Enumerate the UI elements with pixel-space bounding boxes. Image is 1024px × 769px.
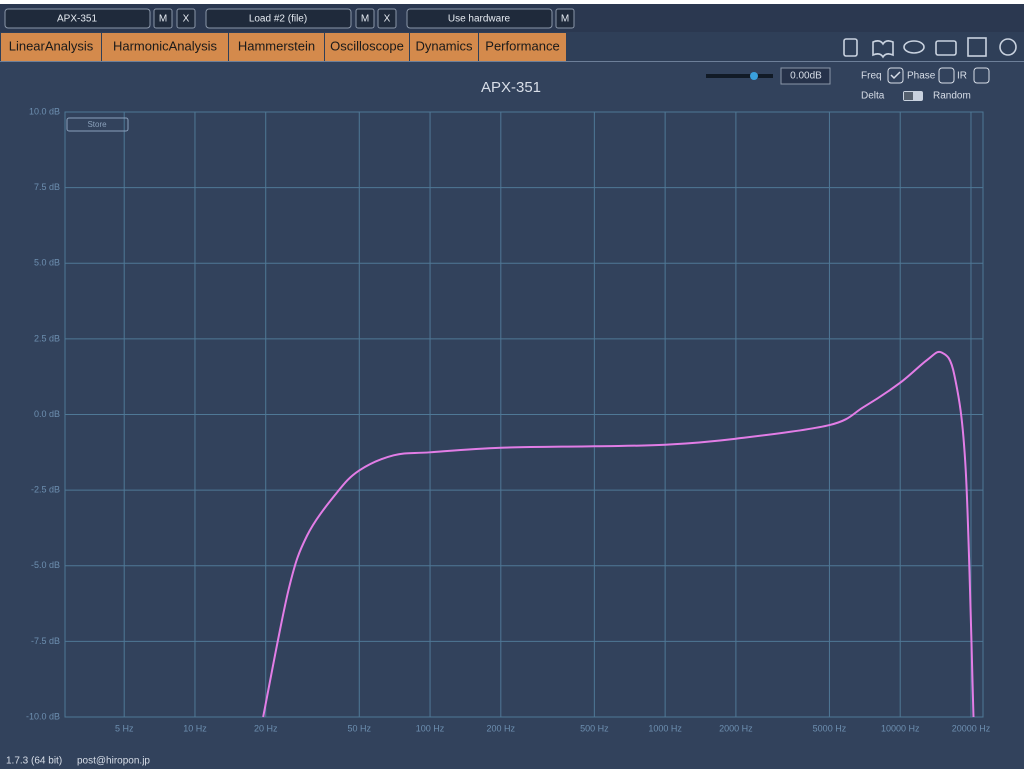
x-tick-label: 20 Hz — [254, 723, 278, 733]
y-tick-label: -7.5 dB — [31, 636, 60, 646]
x-button[interactable] — [377, 8, 397, 29]
tab-label: Oscilloscope — [330, 38, 404, 53]
y-tick-label: -5.0 dB — [31, 560, 60, 570]
m-label: M — [159, 14, 167, 25]
slider-knob[interactable] — [750, 72, 758, 80]
response-curve — [262, 350, 975, 718]
x-label: X — [183, 14, 190, 25]
m-button[interactable] — [153, 8, 173, 29]
y-tick-label: 7.5 dB — [34, 182, 60, 192]
tab-bar: LinearAnalysis HarmonicAnalysis Hammerstei… — [1, 33, 566, 61]
phase-checkbox[interactable] — [938, 67, 955, 84]
y-tick-label: -10.0 dB — [26, 711, 60, 721]
tab[interactable] — [102, 33, 228, 61]
m-label: M — [561, 14, 569, 25]
m-label: M — [361, 14, 369, 25]
tab-label: LinearAnalysis — [9, 38, 94, 53]
ir-label: IR — [957, 71, 967, 82]
device-label: Load #2 (file) — [249, 14, 307, 25]
chart-title: APX-351 — [481, 79, 541, 96]
ir-checkbox[interactable] — [973, 67, 990, 84]
x-tick-label: 100 Hz — [416, 723, 445, 733]
x-tick-label: 2000 Hz — [719, 723, 753, 733]
x-tick-label: 5 Hz — [115, 723, 134, 733]
top-edge — [0, 0, 1024, 4]
tab-label: Performance — [485, 38, 559, 53]
store-label: Store — [87, 120, 107, 129]
notes-icon[interactable] — [843, 38, 858, 57]
x-tick-label: 5000 Hz — [813, 723, 847, 733]
x-button[interactable] — [176, 8, 196, 29]
book-icon[interactable] — [872, 40, 894, 59]
gain-value: 0.00dB — [790, 71, 822, 82]
plot-panel — [0, 62, 1024, 769]
settings-icon[interactable] — [999, 38, 1017, 56]
tab-label: Dynamics — [415, 38, 473, 53]
x-label: X — [384, 14, 391, 25]
device-label: APX-351 — [57, 14, 97, 25]
tab[interactable] — [1, 33, 101, 61]
tab-label: Hammerstein — [238, 38, 315, 53]
tab-label: HarmonicAnalysis — [113, 38, 218, 53]
delta-label: Delta — [861, 91, 885, 102]
m-button[interactable] — [355, 8, 375, 29]
m-button[interactable] — [555, 8, 575, 29]
email: post@hiropon.jp — [77, 756, 150, 767]
freq-checkbox[interactable] — [887, 67, 904, 84]
x-tick-label: 10000 Hz — [881, 723, 920, 733]
version: 1.7.3 (64 bit) — [6, 756, 62, 767]
device-button[interactable] — [406, 8, 553, 29]
tab[interactable] — [229, 33, 324, 61]
tab[interactable] — [410, 33, 478, 61]
chart: -10.0 dB -7.5 dB -5.0 dB -2.5 dB 0.0 dB 2.5 d… — [26, 106, 991, 733]
freq-label: Freq — [861, 71, 882, 82]
y-tick-label: 5.0 dB — [34, 258, 60, 268]
compare-icon[interactable] — [967, 37, 987, 57]
tab[interactable] — [479, 33, 566, 61]
store-button[interactable] — [66, 117, 129, 132]
y-tick-label: 10.0 dB — [29, 106, 60, 116]
device-label: Use hardware — [448, 14, 511, 25]
plot-frame — [64, 111, 984, 718]
y-tick-label: 2.5 dB — [34, 333, 60, 343]
y-tick-label: 0.0 dB — [34, 409, 60, 419]
x-tick-label: 50 Hz — [348, 723, 372, 733]
x-tick-label: 1000 Hz — [648, 723, 682, 733]
x-tick-label: 500 Hz — [580, 723, 609, 733]
toolbar-icons — [843, 37, 1017, 59]
y-tick-label: -2.5 dB — [31, 485, 60, 495]
device-button[interactable] — [4, 8, 151, 29]
eye-icon[interactable] — [903, 40, 925, 54]
x-tick-label: 20000 Hz — [952, 723, 991, 733]
phase-label: Phase — [907, 71, 936, 82]
x-tick-label: 200 Hz — [487, 723, 516, 733]
camera-icon[interactable] — [935, 40, 957, 56]
check-mark — [890, 71, 901, 80]
random-label: Random — [933, 91, 971, 102]
toggle-knob — [904, 92, 913, 100]
tab[interactable] — [325, 33, 409, 61]
device-button[interactable] — [205, 8, 352, 29]
gain-box[interactable] — [780, 67, 831, 85]
x-tick-label: 10 Hz — [183, 723, 207, 733]
